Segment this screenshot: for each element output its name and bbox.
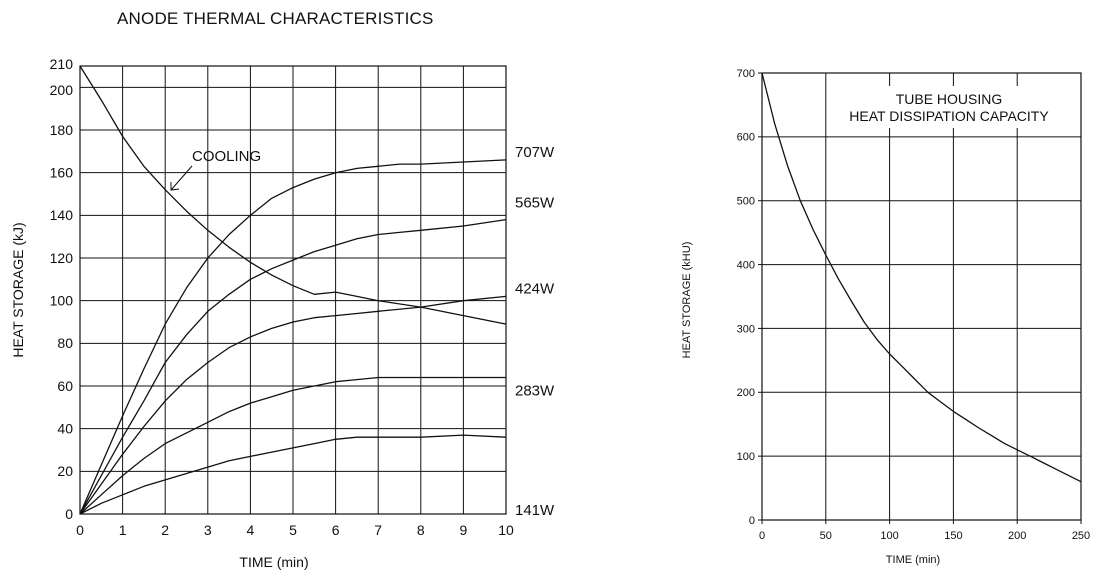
series-line-424w <box>79 295 507 515</box>
y-tick-label: 700 <box>737 68 755 80</box>
title-box <box>831 86 1071 128</box>
series-label: 141W <box>515 502 555 519</box>
x-tick-label: 5 <box>289 522 297 538</box>
x-axis-label: TIME (min) <box>886 554 940 566</box>
grid <box>79 65 507 515</box>
x-tick-label: 1 <box>119 522 127 538</box>
x-tick-label: 0 <box>759 530 765 542</box>
x-tick-label: 2 <box>161 522 169 538</box>
plot-frame <box>79 65 507 515</box>
plot-frame <box>761 72 1082 521</box>
series-lines <box>79 65 507 515</box>
y-tick-label: 60 <box>57 378 73 394</box>
chart-title-line-1: TUBE HOUSING <box>896 91 1003 107</box>
series-line-141w <box>79 434 507 515</box>
tube-housing-chart: 0 50 100 150 200 250 0 100 200 300 400 500 600 700 TU… <box>681 68 1091 566</box>
y-tick-label: 40 <box>57 421 73 437</box>
x-tick-label: 150 <box>944 530 962 542</box>
series-line-283w <box>79 376 506 515</box>
axes <box>758 72 1082 524</box>
series-label: 565W <box>515 195 555 212</box>
chart-title-line-2: HEAT DISSIPATION CAPACITY <box>849 108 1049 124</box>
y-tick-label: 400 <box>737 259 755 271</box>
series-line-cooling <box>79 65 507 325</box>
y-tick-label: 120 <box>50 250 74 266</box>
chart-title: ANODE THERMAL CHARACTERISTICS <box>117 9 434 28</box>
x-tick-label: 10 <box>498 522 514 538</box>
y-tick-label: 0 <box>749 515 755 527</box>
x-tick-label: 7 <box>374 522 382 538</box>
x-tick-label: 100 <box>880 530 898 542</box>
x-tick-label: 8 <box>417 522 425 538</box>
y-tick-label: 180 <box>50 122 74 138</box>
y-tick-label: 0 <box>65 506 73 522</box>
x-tick-label: 4 <box>247 522 255 538</box>
series-label: 424W <box>515 280 555 297</box>
tick-labels: 0 1 2 3 4 5 6 7 8 9 100204060801001201401601802002… <box>50 56 555 538</box>
series-line-capacity <box>761 72 1082 483</box>
y-tick-label: 160 <box>50 165 74 181</box>
y-tick-label: 80 <box>57 335 73 351</box>
x-tick-label: 9 <box>460 522 468 538</box>
series-label: 283W <box>515 382 555 399</box>
y-tick-label: 20 <box>57 463 73 479</box>
series-line-707w <box>79 159 507 515</box>
x-axis-label: TIME (min) <box>239 554 308 570</box>
y-axis-label: HEAT STORAGE (kJ) <box>10 222 26 357</box>
series-label: 707W <box>515 144 555 161</box>
y-tick-label: 210 <box>50 56 74 72</box>
series-line-565w <box>79 218 507 515</box>
grid <box>761 72 1082 521</box>
y-tick-label: 100 <box>50 293 74 309</box>
tick-labels: 0 50 100 150 200 250 0 100 200 300 400 500 600 700 <box>737 68 1091 542</box>
x-tick-label: 0 <box>76 522 84 538</box>
x-tick-label: 6 <box>332 522 340 538</box>
x-tick-label: 3 <box>204 522 212 538</box>
cooling-arrow <box>170 165 193 191</box>
x-tick-label: 200 <box>1008 530 1026 542</box>
x-tick-label: 50 <box>820 530 832 542</box>
x-tick-label: 250 <box>1072 530 1090 542</box>
y-tick-label: 600 <box>737 132 755 144</box>
anode-thermal-chart: 0 1 2 3 4 5 6 7 8 9 100204060801001201401601802002… <box>10 56 555 570</box>
y-tick-label: 100 <box>737 451 755 463</box>
y-tick-label: 140 <box>50 207 74 223</box>
y-tick-label: 300 <box>737 323 755 335</box>
axes <box>79 65 507 515</box>
y-tick-label: 200 <box>737 387 755 399</box>
y-axis-label: HEAT STORAGE (kHU) <box>681 242 693 359</box>
series-lines <box>761 72 1082 483</box>
y-tick-label: 200 <box>50 82 74 98</box>
y-tick-label: 500 <box>737 196 755 208</box>
cooling-annotation: COOLING <box>192 148 261 165</box>
